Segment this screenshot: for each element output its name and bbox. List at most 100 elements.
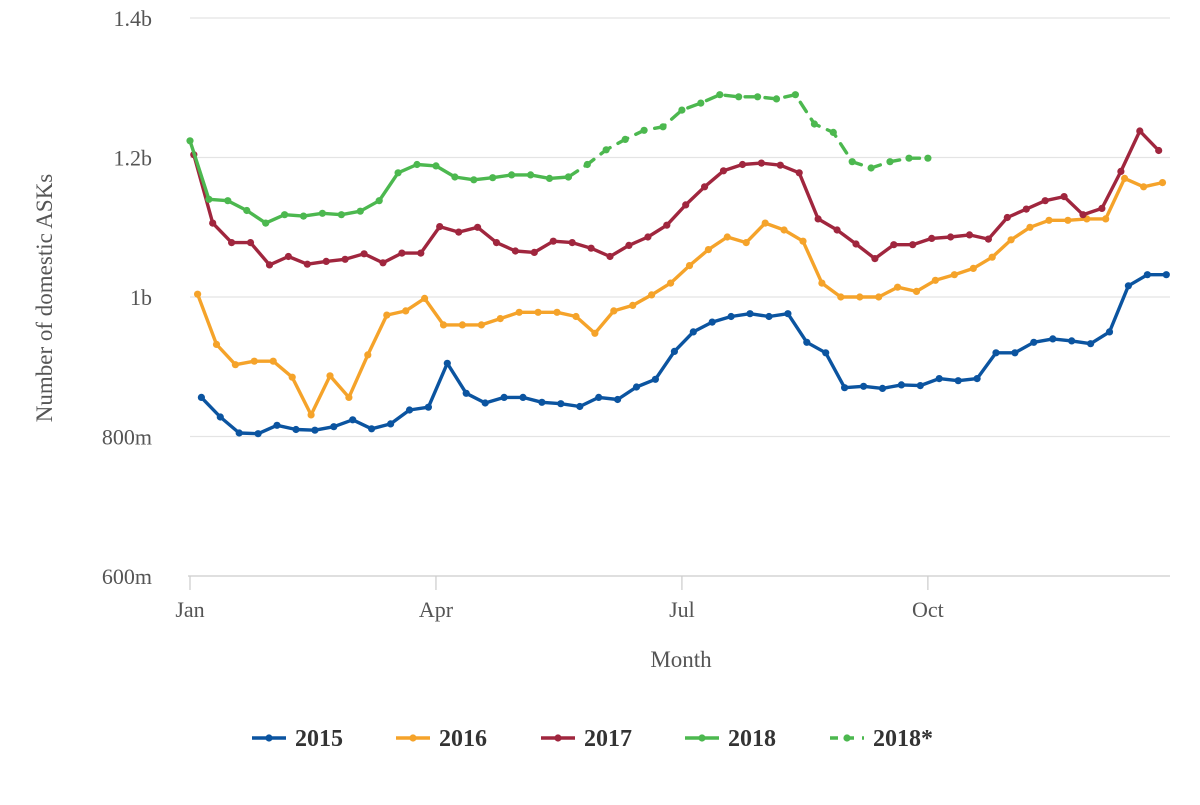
x-tick-label: Apr — [419, 597, 454, 622]
data-point — [470, 176, 478, 184]
data-point — [545, 174, 554, 182]
legend-marker — [843, 734, 851, 742]
data-point — [912, 287, 921, 295]
data-point — [564, 173, 573, 181]
data-point — [311, 426, 319, 434]
data-point — [1105, 328, 1114, 336]
data-point — [852, 240, 860, 248]
data-point — [405, 406, 414, 414]
data-point — [481, 399, 489, 407]
data-point — [1049, 335, 1057, 343]
x-axis-title: Month — [650, 647, 712, 672]
data-point — [606, 252, 614, 261]
data-point — [288, 373, 296, 381]
data-point — [281, 211, 289, 219]
data-point — [765, 312, 773, 321]
data-point — [928, 234, 936, 242]
data-point — [224, 197, 232, 205]
data-point — [875, 293, 883, 301]
y-axis: 600m 800m 1b 1.2b 1.4b — [102, 6, 152, 589]
data-point — [205, 195, 213, 203]
y-tick-label: 1b — [130, 285, 152, 310]
data-point — [394, 169, 402, 177]
y-tick-label: 1.4b — [114, 6, 153, 31]
data-point — [496, 315, 504, 323]
data-point — [1068, 337, 1076, 345]
data-point — [742, 239, 750, 247]
data-point — [984, 235, 993, 243]
legend-label: 2018* — [873, 726, 933, 752]
legend-label: 2018 — [728, 726, 776, 752]
data-point — [398, 249, 406, 257]
data-point — [833, 226, 841, 234]
data-point — [417, 249, 425, 257]
data-point — [1026, 223, 1034, 231]
data-point — [1098, 204, 1106, 212]
x-tick-label: Jan — [175, 597, 204, 622]
data-point — [754, 93, 762, 101]
data-point — [727, 312, 735, 321]
legend-item-2015: 2015 — [252, 726, 343, 752]
data-point — [614, 395, 622, 404]
data-point — [689, 328, 697, 336]
data-point — [265, 261, 274, 269]
data-point — [856, 293, 864, 301]
data-point — [387, 420, 395, 428]
data-point — [1079, 211, 1087, 219]
data-point — [867, 164, 875, 172]
data-point — [262, 219, 270, 227]
y-tick-label: 600m — [102, 564, 152, 589]
legend-item-2018*: 2018* — [830, 726, 933, 752]
data-point — [250, 357, 258, 365]
data-point — [436, 223, 444, 231]
data-point — [284, 252, 292, 261]
data-point — [776, 161, 784, 169]
legend-item-2017: 2017 — [541, 726, 632, 752]
data-point — [1136, 127, 1144, 135]
data-point — [670, 347, 679, 355]
data-point — [716, 91, 724, 99]
plot-area — [186, 91, 1170, 438]
series-2017 — [190, 127, 1163, 269]
data-point — [1022, 205, 1030, 213]
series-line — [192, 129, 1161, 267]
data-point — [761, 219, 769, 227]
data-point — [375, 197, 383, 205]
data-point — [515, 308, 523, 316]
data-point — [421, 294, 429, 302]
data-point — [186, 137, 194, 145]
data-point — [477, 321, 485, 329]
y-tick-label: 800m — [102, 425, 152, 450]
data-point — [704, 246, 713, 254]
series-line — [195, 176, 1165, 417]
legend-marker — [265, 734, 273, 742]
data-point — [1158, 179, 1167, 187]
legend-label: 2017 — [584, 726, 632, 752]
data-point — [814, 215, 822, 223]
data-point — [602, 146, 610, 154]
data-point — [432, 162, 440, 170]
data-point — [890, 241, 898, 249]
data-point — [757, 159, 766, 167]
data-point — [708, 318, 716, 326]
x-axis: Jan Apr Jul Oct — [175, 575, 1170, 622]
data-point — [678, 106, 686, 114]
data-point — [1011, 349, 1019, 357]
data-point — [784, 310, 792, 318]
data-point — [878, 384, 887, 392]
data-point — [299, 212, 308, 220]
data-point — [772, 95, 781, 103]
data-point — [1102, 215, 1110, 223]
data-point — [591, 329, 599, 337]
data-point — [212, 340, 221, 348]
data-point — [1087, 340, 1095, 348]
y-tick-label: 1.2b — [114, 146, 153, 171]
data-point — [822, 349, 830, 357]
data-point — [269, 357, 277, 365]
data-point — [1045, 216, 1053, 224]
data-point — [194, 290, 202, 298]
data-point — [534, 308, 542, 316]
data-point — [345, 393, 353, 401]
